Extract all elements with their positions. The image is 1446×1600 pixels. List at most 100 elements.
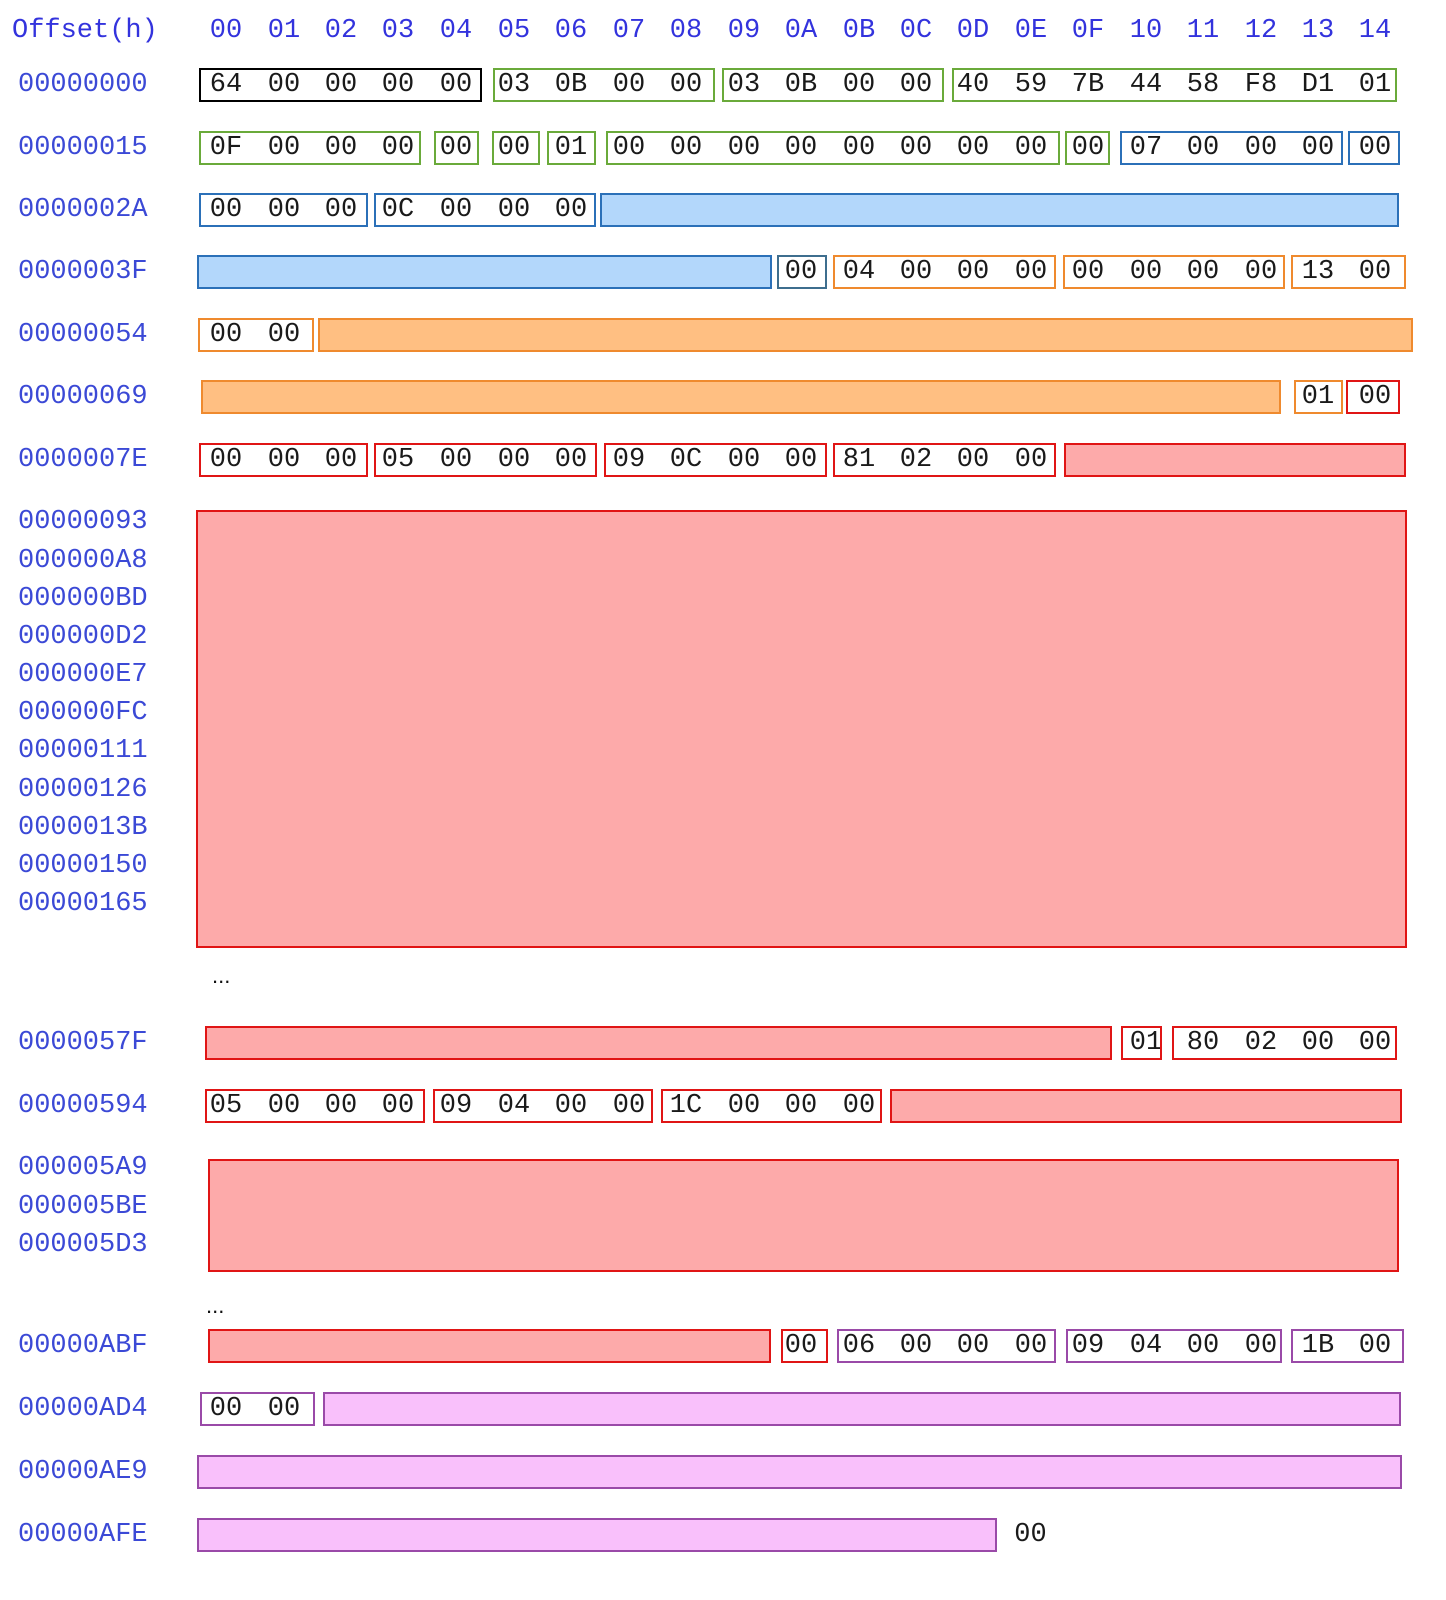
byte-value: 00 [784, 1091, 818, 1121]
byte-value: 00 [956, 133, 990, 163]
filled-region-red [208, 1329, 771, 1363]
byte-value: 0B [784, 70, 818, 100]
byte-field-green: 03 0B 00 00 [493, 68, 715, 102]
byte-field-orange: 01 [1294, 380, 1343, 414]
byte-value: 00 [784, 257, 818, 287]
row-offset-00000111: 00000111 [18, 736, 148, 766]
row-offset-00000126: 00000126 [18, 775, 148, 805]
byte-value: 00 [324, 70, 358, 100]
row-offset-00000150: 00000150 [18, 851, 148, 881]
byte-field-red: 80 02 00 00 [1172, 1026, 1397, 1060]
byte-value: 1C [669, 1091, 703, 1121]
byte-value: 00 [1014, 445, 1048, 475]
byte-value: 00 [784, 133, 818, 163]
column-header-14: 14 [1358, 16, 1392, 46]
byte-field-red: 05 00 00 00 [374, 443, 597, 477]
column-header-0c: 0C [899, 16, 933, 46]
column-header-08: 08 [669, 16, 703, 46]
row-offset-00000ad4: 00000AD4 [18, 1394, 148, 1424]
byte-value: 00 [267, 1394, 301, 1424]
byte-field-green: 03 0B 00 00 [722, 68, 944, 102]
byte-value: 00 [324, 1091, 358, 1121]
byte-value: 00 [612, 133, 646, 163]
byte-field-red: 09 04 00 00 [433, 1089, 653, 1123]
filled-region-blue [197, 255, 772, 289]
byte-value: 00 [267, 70, 301, 100]
byte-value: 00 [1129, 257, 1163, 287]
byte-value: 01 [1301, 382, 1335, 412]
byte-value: 00 [1014, 257, 1048, 287]
row-offset-000000e7: 000000E7 [18, 660, 148, 690]
byte-value: 00 [381, 133, 415, 163]
byte-field-slate: 00 [777, 255, 827, 289]
byte-field-red: 09 0C 00 00 [604, 443, 827, 477]
row-offset-00000093: 00000093 [18, 507, 148, 537]
ellipsis-1: ... [212, 963, 231, 988]
filled-region-purple [197, 1455, 1402, 1489]
column-header-11: 11 [1186, 16, 1220, 46]
column-header-0b: 0B [842, 16, 876, 46]
filled-region-purple [197, 1518, 997, 1552]
byte-value: 58 [1186, 70, 1220, 100]
byte-value: 81 [842, 445, 876, 475]
byte-field-purple: 1B 00 [1291, 1329, 1404, 1363]
byte-value: 00 [899, 1331, 933, 1361]
byte-value: 1B [1301, 1331, 1335, 1361]
byte-value: 05 [209, 1091, 243, 1121]
byte-value: 0C [381, 195, 415, 225]
column-header-00: 00 [209, 16, 243, 46]
byte-value: 00 [1071, 257, 1105, 287]
row-offset-00000abf: 00000ABF [18, 1331, 148, 1361]
byte-value: 00 [1358, 133, 1392, 163]
byte-value: 7B [1071, 70, 1105, 100]
byte-field-red: 1C 00 00 00 [661, 1089, 882, 1123]
filled-region-red [890, 1089, 1402, 1123]
offset-header-label: Offset(h) [12, 16, 158, 46]
byte-field-orange: 00 00 00 00 [1063, 255, 1285, 289]
row-offset-00000054: 00000054 [18, 320, 148, 350]
byte-value: 64 [209, 70, 243, 100]
byte-field-green: 01 [547, 131, 596, 165]
byte-value: 09 [612, 445, 646, 475]
column-header-09: 09 [727, 16, 761, 46]
byte-field-green: 40 59 7B 44 58 F8 D1 01 [952, 68, 1397, 102]
byte-field-blue: 07 00 00 00 [1120, 131, 1343, 165]
byte-value: 00 [554, 445, 588, 475]
row-offset-000000bd: 000000BD [18, 584, 148, 614]
row-offset-00000069: 00000069 [18, 382, 148, 412]
byte-value: 00 [267, 320, 301, 350]
byte-value: 00 [727, 133, 761, 163]
byte-value: 00 [267, 133, 301, 163]
column-header-0f: 0F [1071, 16, 1105, 46]
byte-value: 00 [612, 70, 646, 100]
byte-value: 01 [554, 133, 588, 163]
row-offset-0000013b: 0000013B [18, 813, 148, 843]
byte-field-orange: 13 00 [1291, 255, 1406, 289]
byte-value: 00 [842, 70, 876, 100]
column-header-03: 03 [381, 16, 415, 46]
byte-value: 00 [209, 1394, 243, 1424]
byte-value: 00 [1244, 1331, 1278, 1361]
byte-value: 00 [727, 445, 761, 475]
byte-value: 00 [267, 1091, 301, 1121]
trailing-byte: 00 [1014, 1520, 1047, 1550]
column-header-12: 12 [1244, 16, 1278, 46]
byte-value: 00 [956, 257, 990, 287]
byte-value: 00 [1301, 1028, 1335, 1058]
byte-value: 00 [784, 445, 818, 475]
column-header-02: 02 [324, 16, 358, 46]
byte-value: 00 [497, 133, 531, 163]
row-offset-00000594: 00000594 [18, 1091, 148, 1121]
byte-field-red: 01 [1121, 1026, 1162, 1060]
byte-field-purple: 09 04 00 00 [1066, 1329, 1282, 1363]
column-header-13: 13 [1301, 16, 1335, 46]
byte-value: 07 [1129, 133, 1163, 163]
byte-value: 00 [439, 195, 473, 225]
byte-value: 00 [1301, 133, 1335, 163]
byte-field-orange: 04 00 00 00 [833, 255, 1056, 289]
filled-region-red [196, 510, 1407, 948]
byte-field-orange: 00 00 [198, 318, 314, 352]
byte-field-blue: 00 [1348, 131, 1400, 165]
byte-value: 00 [324, 195, 358, 225]
